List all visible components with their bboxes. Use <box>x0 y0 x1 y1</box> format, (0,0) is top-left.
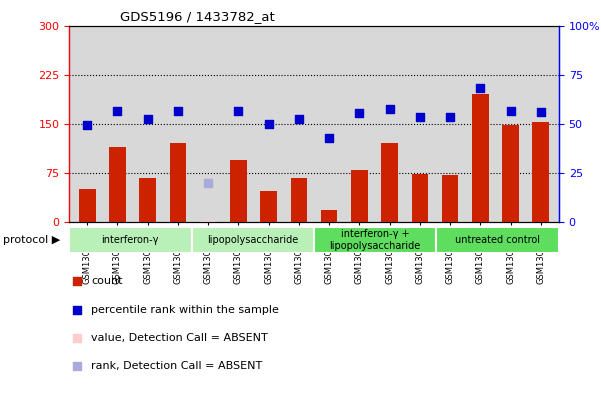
Point <box>385 106 394 112</box>
Point <box>143 116 153 122</box>
Bar <box>412 174 428 222</box>
Text: untreated control: untreated control <box>455 235 540 245</box>
Bar <box>502 125 519 222</box>
Bar <box>169 143 186 222</box>
Point <box>294 116 304 122</box>
Text: interferon-γ +
lipopolysaccharide: interferon-γ + lipopolysaccharide <box>329 230 421 251</box>
Text: count: count <box>91 276 123 286</box>
Bar <box>472 94 489 222</box>
Text: protocol ▶: protocol ▶ <box>3 235 60 245</box>
Bar <box>69 227 192 253</box>
Point <box>173 108 183 114</box>
Bar <box>381 143 398 222</box>
Bar <box>291 178 307 222</box>
Bar <box>321 210 337 222</box>
Point <box>234 108 243 114</box>
Bar <box>436 227 559 253</box>
Bar <box>200 221 216 222</box>
Point <box>264 121 273 127</box>
Text: lipopolysaccharide: lipopolysaccharide <box>207 235 299 245</box>
Point <box>82 122 92 128</box>
Text: interferon-γ: interferon-γ <box>102 235 159 245</box>
Point <box>203 180 213 186</box>
Bar <box>442 175 459 222</box>
Point <box>506 108 516 114</box>
Text: GDS5196 / 1433782_at: GDS5196 / 1433782_at <box>120 10 275 23</box>
Point <box>112 108 122 114</box>
Bar <box>314 227 436 253</box>
Bar <box>79 189 96 222</box>
Point <box>325 135 334 141</box>
Bar <box>139 178 156 222</box>
Bar <box>351 170 368 222</box>
Point <box>355 110 364 116</box>
Bar <box>230 160 247 222</box>
Text: percentile rank within the sample: percentile rank within the sample <box>91 305 279 315</box>
Bar <box>532 123 549 222</box>
Point <box>536 109 546 115</box>
Text: value, Detection Call = ABSENT: value, Detection Call = ABSENT <box>91 333 268 343</box>
Text: rank, Detection Call = ABSENT: rank, Detection Call = ABSENT <box>91 361 263 371</box>
Point <box>378 152 388 158</box>
Bar <box>109 147 126 222</box>
Bar <box>192 227 314 253</box>
Point <box>475 84 485 91</box>
Bar <box>260 191 277 222</box>
Point <box>415 114 425 120</box>
Point <box>445 114 455 120</box>
